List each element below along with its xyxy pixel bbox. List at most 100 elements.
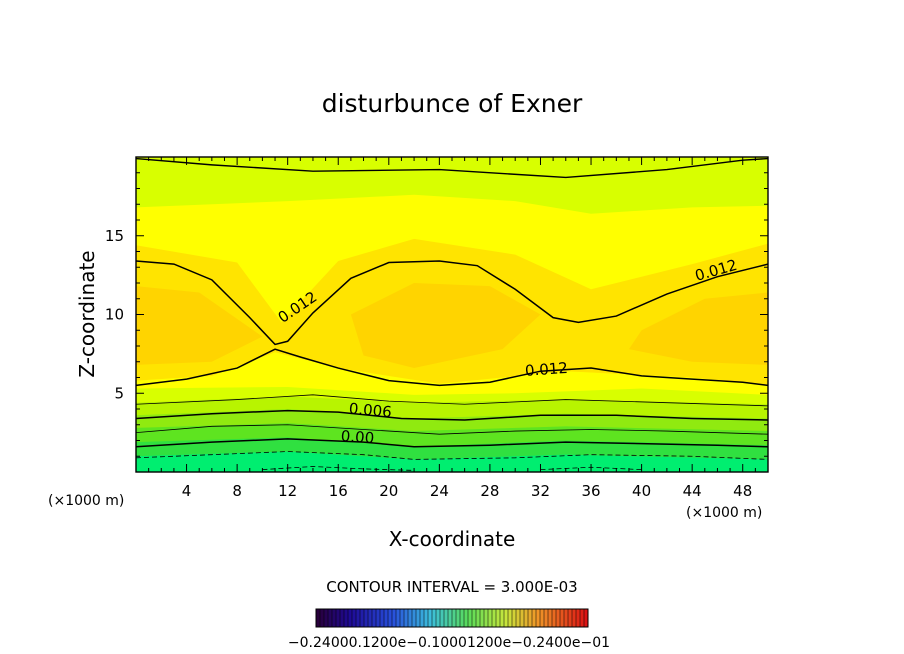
- colorbar-swatch: [476, 609, 481, 627]
- colorbar-swatch: [340, 609, 345, 627]
- colorbar-swatch: [544, 609, 549, 627]
- colorbar-swatch: [484, 609, 489, 627]
- colorbar-swatch: [320, 609, 325, 627]
- colorbar-swatch: [348, 609, 353, 627]
- colorbar-swatch: [560, 609, 565, 627]
- colorbar-swatch: [352, 609, 357, 627]
- colorbar-labels: −0.24000.1200e−0.10001200e−0.2400e−01: [288, 635, 610, 651]
- colorbar: [315, 608, 589, 628]
- colorbar-swatch: [516, 609, 521, 627]
- colorbar-swatch: [480, 609, 485, 627]
- colorbar-swatch: [552, 609, 557, 627]
- colorbar-swatch: [392, 609, 397, 627]
- colorbar-swatch: [488, 609, 493, 627]
- colorbar-swatch: [336, 609, 341, 627]
- x-tick-label: 44: [683, 482, 702, 500]
- colorbar-swatch: [504, 609, 509, 627]
- colorbar-swatch: [364, 609, 369, 627]
- x-tick-label: 24: [430, 482, 449, 500]
- colorbar-swatch: [344, 609, 349, 627]
- colorbar-swatch: [524, 609, 529, 627]
- x-tick-label: 36: [581, 482, 600, 500]
- contour-label: 0.012: [524, 359, 568, 380]
- colorbar-swatch: [580, 609, 585, 627]
- x-tick-label: 16: [329, 482, 348, 500]
- colorbar-swatch: [512, 609, 517, 627]
- colorbar-swatch: [532, 609, 537, 627]
- contour-interval-text: CONTOUR INTERVAL = 3.000E-03: [326, 578, 577, 596]
- colorbar-swatch: [556, 609, 561, 627]
- colorbar-swatch: [368, 609, 373, 627]
- colorbar-swatch: [436, 609, 441, 627]
- plot-area: [136, 157, 768, 472]
- contour-line-0.012-upper: [136, 260, 768, 346]
- contour-line-negative: [136, 451, 768, 460]
- x-tick-label: 48: [733, 482, 752, 500]
- x-tick-label: 8: [232, 482, 242, 500]
- colorbar-swatch: [536, 609, 541, 627]
- colorbar-swatch: [380, 609, 385, 627]
- x-tick-label: 20: [379, 482, 398, 500]
- colorbar-swatch: [448, 609, 453, 627]
- fill-band-orange-gold: [628, 292, 768, 365]
- colorbar-swatch: [572, 609, 577, 627]
- colorbar-swatch: [472, 609, 477, 627]
- colorbar-swatch: [584, 609, 589, 627]
- colorbar-swatch: [396, 609, 401, 627]
- colorbar-swatch: [548, 609, 553, 627]
- contour-label: 0.00: [340, 427, 375, 447]
- colorbar-swatch: [460, 609, 465, 627]
- colorbar-swatch: [528, 609, 533, 627]
- colorbar-frame: [315, 608, 589, 628]
- colorbar-swatch: [508, 609, 513, 627]
- x-axis-ticks: 4 8 12 16 20 24 28 32 36 40 44 48: [148, 157, 756, 500]
- x-axis-unit-right: (×1000 m): [686, 505, 762, 521]
- colorbar-swatch: [400, 609, 405, 627]
- colorbar-swatch: [444, 609, 449, 627]
- colorbar-swatch: [456, 609, 461, 627]
- colorbar-swatch: [332, 609, 337, 627]
- colorbar-swatch: [464, 609, 469, 627]
- contour-line-0.012-lower: [136, 348, 768, 387]
- colorbar-swatch: [416, 609, 421, 627]
- colorbar-swatch: [428, 609, 433, 627]
- colorbar-swatch: [316, 609, 321, 627]
- colorbar-swatch: [576, 609, 581, 627]
- y-tick-label: 10: [105, 306, 124, 324]
- colorbar-swatch: [424, 609, 429, 627]
- y-axis-ticks: 5 10 15: [105, 172, 768, 457]
- colorbar-swatch: [492, 609, 497, 627]
- fill-band-orange-gold: [350, 283, 541, 369]
- colorbar-swatch: [420, 609, 425, 627]
- colorbar-swatch: [452, 609, 457, 627]
- fill-band-orange-gold: [136, 286, 263, 365]
- colorbar-swatch: [360, 609, 365, 627]
- colorbar-swatch: [520, 609, 525, 627]
- colorbar-swatch: [388, 609, 393, 627]
- colorbar-swatch: [432, 609, 437, 627]
- contour-line-0.006: [136, 409, 768, 421]
- chart-title: disturbunce of Exner: [322, 89, 583, 118]
- colorbar-swatch: [412, 609, 417, 627]
- contour-line-0.003: [136, 424, 768, 435]
- x-tick-label: 28: [480, 482, 499, 500]
- colorbar-swatch: [468, 609, 473, 627]
- colorbar-swatch: [372, 609, 377, 627]
- x-axis-unit-left: (×1000 m): [48, 493, 124, 509]
- x-tick-label: 12: [278, 482, 297, 500]
- y-axis-label: Z-coordinate: [75, 250, 99, 377]
- contour-line-top: [136, 157, 768, 179]
- contour-label: 0.006: [348, 399, 392, 421]
- x-axis-label: X-coordinate: [389, 527, 516, 551]
- contour-line-0.00: [136, 438, 768, 448]
- y-tick-label: 15: [105, 227, 124, 245]
- x-tick-label: 4: [182, 482, 192, 500]
- color-fill-bands: [136, 157, 768, 472]
- colorbar-swatch: [564, 609, 569, 627]
- y-tick-label: 5: [114, 384, 124, 402]
- x-tick-label: 32: [531, 482, 550, 500]
- colorbar-swatch: [496, 609, 501, 627]
- colorbar-swatch: [356, 609, 361, 627]
- colorbar-swatch: [408, 609, 413, 627]
